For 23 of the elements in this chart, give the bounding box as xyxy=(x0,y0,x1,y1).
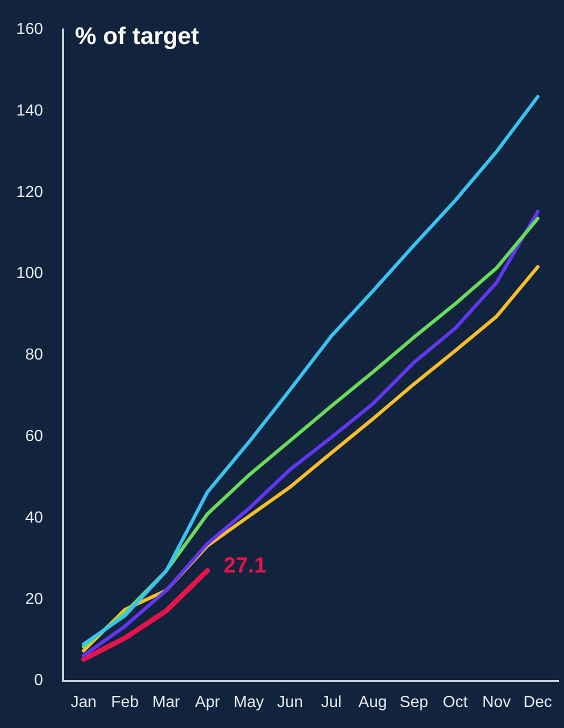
y-tick-label: 0 xyxy=(34,672,44,690)
data-label: 27.1 xyxy=(223,552,266,578)
x-tick-label: Sep xyxy=(400,694,428,711)
y-tick-label: 20 xyxy=(25,590,44,608)
x-tick-label: Feb xyxy=(111,694,139,711)
x-tick-label: Jun xyxy=(277,694,303,711)
y-tick-label: 160 xyxy=(16,21,44,38)
y-tick-label: 80 xyxy=(25,346,44,364)
x-tick-label: Nov xyxy=(482,694,511,711)
x-tick-label: Oct xyxy=(442,694,468,711)
x-tick-label: May xyxy=(234,694,264,711)
x-tick-label: Aug xyxy=(358,694,387,711)
x-tick-label: Dec xyxy=(524,694,552,711)
x-tick-label: Apr xyxy=(195,694,221,711)
y-tick-label: 100 xyxy=(16,265,44,282)
chart-title: % of target xyxy=(75,23,200,50)
x-tick-label: Jul xyxy=(321,694,342,711)
x-tick-label: Mar xyxy=(152,694,181,711)
x-tick-label: Jan xyxy=(70,694,97,711)
y-tick-label: 60 xyxy=(25,428,44,446)
y-tick-label: 120 xyxy=(16,184,44,201)
y-tick-label: 40 xyxy=(25,509,44,526)
y-tick-label: 140 xyxy=(16,102,44,120)
